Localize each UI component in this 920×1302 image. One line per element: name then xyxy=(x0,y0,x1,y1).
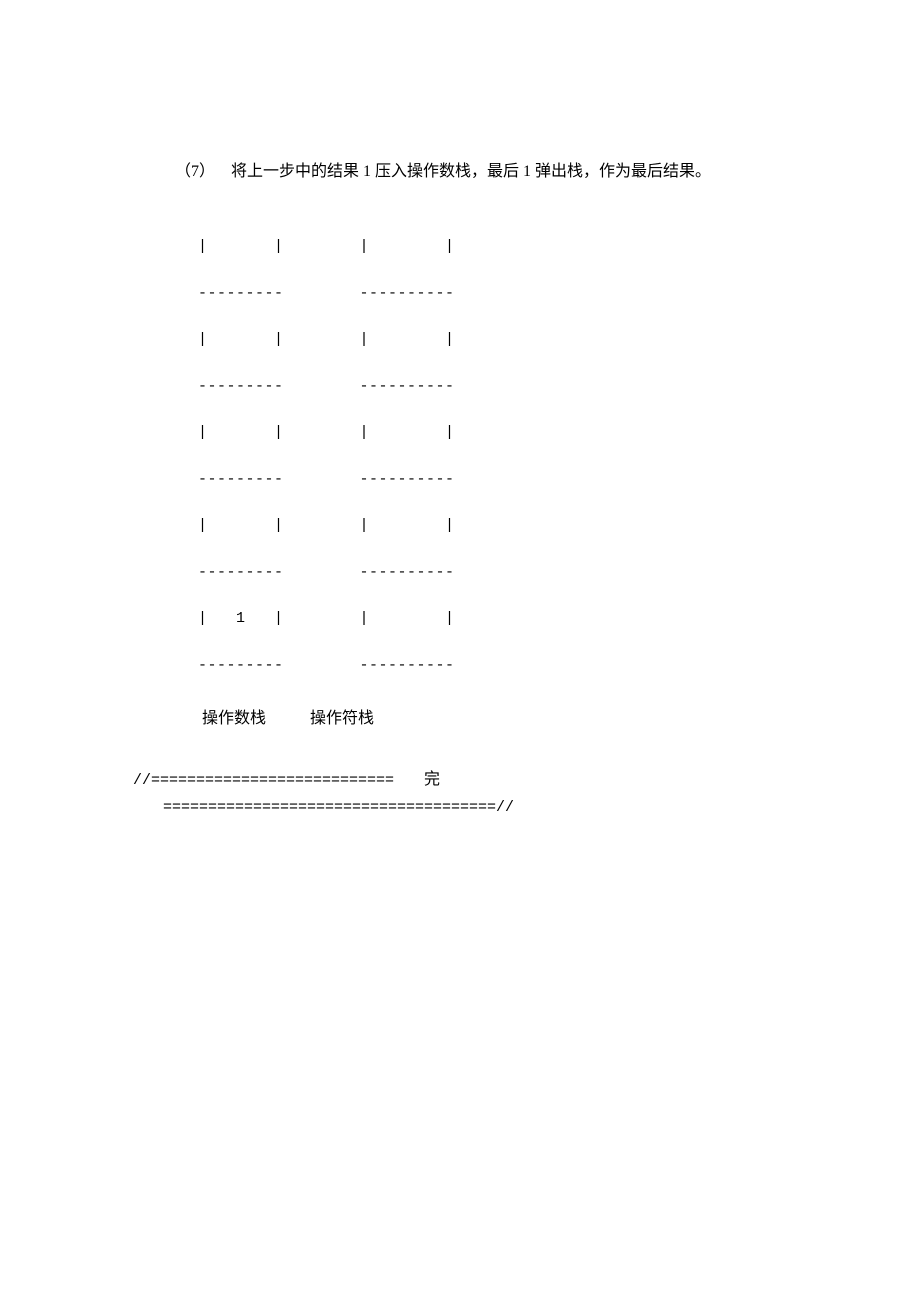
stack-row: | | | | xyxy=(198,421,920,444)
stack-row: --------- ---------- xyxy=(198,654,920,677)
step-number: （7） xyxy=(175,163,215,180)
stack-labels: 操作数栈 操作符栈 xyxy=(175,704,920,728)
footer-end-marker: 完 xyxy=(424,771,440,788)
footer-prefix: //=========================== xyxy=(133,772,394,789)
footer: //=========================== 完 =========… xyxy=(133,766,920,821)
stack-row: | 1 | | | xyxy=(198,607,920,630)
stack-row: --------- ---------- xyxy=(198,468,920,491)
step-description: （7） 将上一步中的结果 1 压入操作数栈，最后 1 弹出栈，作为最后结果。 xyxy=(175,160,920,184)
stack-diagram: | | | | --------- ---------- | | | | ---… xyxy=(175,212,920,700)
step-text: 将上一步中的结果 1 压入操作数栈，最后 1 弹出栈，作为最后结果。 xyxy=(231,163,711,180)
stack-row: | | | | xyxy=(198,514,920,537)
stack-row: | | | | xyxy=(198,328,920,351)
stack-row: --------- ---------- xyxy=(198,561,920,584)
footer-line-2: =====================================// xyxy=(163,795,920,821)
stack-row: | | | | xyxy=(198,235,920,258)
footer-line-1: //=========================== 完 xyxy=(133,766,920,794)
stack-row: --------- ---------- xyxy=(198,375,920,398)
stack-row: --------- ---------- xyxy=(198,282,920,305)
